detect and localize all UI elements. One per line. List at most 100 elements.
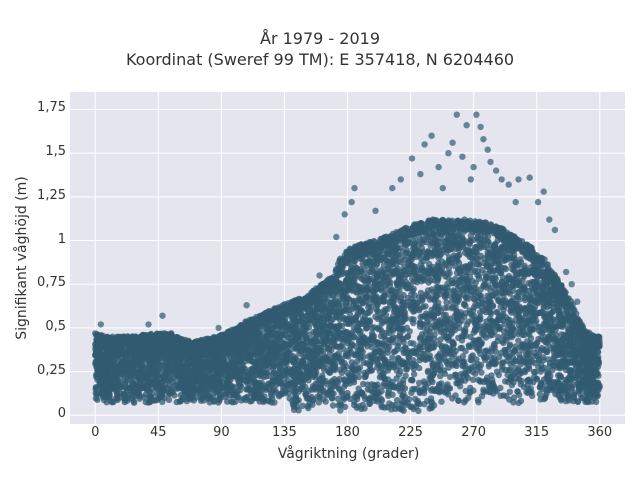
scatter-point [319, 395, 327, 403]
scatter-point [463, 276, 471, 284]
scatter-point [417, 313, 424, 321]
scatter-point [229, 392, 236, 399]
scatter-point [536, 384, 544, 391]
scatter-point [381, 380, 388, 387]
scatter-point [324, 330, 331, 338]
scatter-point [381, 358, 389, 365]
scatter-point [360, 359, 368, 366]
scatter-point [494, 309, 501, 316]
scatter-point [410, 319, 417, 327]
scatter-point [320, 302, 327, 310]
scatter-point [491, 259, 498, 267]
scatter-point [495, 371, 502, 379]
scatter-point [393, 397, 401, 404]
scatter-point [446, 373, 454, 381]
scatter-point [422, 303, 429, 310]
scatter-point [389, 354, 396, 361]
scatter-point [487, 287, 494, 295]
scatter-point [399, 253, 406, 261]
scatter-point [384, 367, 392, 374]
scatter-point [92, 395, 100, 402]
scatter-point [374, 308, 382, 315]
scatter-point [429, 361, 436, 368]
scatter-point [444, 280, 451, 288]
scatter-point [497, 303, 504, 310]
scatter-point [169, 379, 176, 386]
scatter-point [420, 378, 428, 385]
scatter-point [441, 285, 449, 293]
scatter-point [450, 303, 457, 311]
scatter-point [516, 324, 524, 332]
scatter-point [360, 380, 367, 388]
scatter-point [395, 371, 403, 378]
scatter-point [416, 379, 423, 387]
scatter-point [355, 403, 363, 410]
scatter-point [466, 239, 473, 247]
scatter-point [278, 380, 285, 387]
scatter-point [441, 316, 448, 324]
scatter-point [567, 312, 574, 319]
scatter-point [174, 382, 181, 389]
scatter-point [409, 275, 416, 282]
scatter-point [436, 366, 444, 374]
scatter-point [443, 299, 450, 306]
scatter-point [410, 371, 418, 378]
scatter-point [536, 390, 543, 398]
scatter-point [299, 402, 306, 409]
scatter-point [426, 405, 433, 412]
scatter-point [149, 390, 156, 397]
scatter-point [410, 340, 417, 347]
scatter-point [377, 350, 384, 357]
scatter-point [523, 351, 530, 358]
scatter-point [431, 370, 438, 377]
scatter-point [278, 367, 286, 374]
scatter-point [450, 287, 457, 294]
scatter-point [552, 327, 559, 334]
scatter-point [377, 326, 384, 333]
scatter-point [127, 373, 134, 380]
scatter-point [378, 401, 385, 409]
scatter-point [444, 304, 451, 311]
scatter-point [426, 296, 434, 303]
scatter-point [345, 350, 352, 357]
data-points [92, 111, 603, 415]
scatter-point [515, 337, 522, 344]
scatter-point [460, 333, 467, 340]
scatter-point [397, 387, 404, 395]
scatter-point [462, 387, 469, 395]
scatter-point [535, 327, 543, 334]
scatter-point [428, 286, 435, 293]
scatter-point [416, 320, 423, 327]
scatter-point [470, 376, 477, 383]
scatter-point [312, 345, 320, 352]
scatter-point [499, 359, 507, 366]
scatter-point [431, 331, 438, 338]
scatter-point [428, 306, 435, 313]
scatter-point [329, 402, 337, 409]
scatter-point [366, 318, 373, 325]
scatter-point [438, 398, 445, 405]
scatter-point [364, 386, 371, 393]
scatter-point [334, 395, 342, 402]
scatter-point [337, 407, 344, 414]
scatter-point [470, 312, 477, 319]
scatter-point [408, 403, 415, 410]
scatter-point [299, 385, 306, 392]
scatter-point [567, 367, 574, 374]
scatter-point [475, 275, 483, 282]
scatter-point [561, 336, 568, 343]
scatter-point [171, 392, 178, 399]
scatter-point [491, 279, 499, 287]
scatter-point [500, 328, 508, 335]
scatter-point [480, 388, 487, 395]
scatter-point [445, 254, 453, 261]
scatter-point [469, 277, 476, 285]
scatter-point [550, 316, 557, 323]
scatter-point [402, 313, 409, 320]
scatter-point [445, 265, 453, 272]
scatter-point [351, 398, 358, 406]
scatter-point [466, 343, 473, 350]
scatter-point [437, 336, 444, 343]
scatter-point [378, 313, 385, 321]
